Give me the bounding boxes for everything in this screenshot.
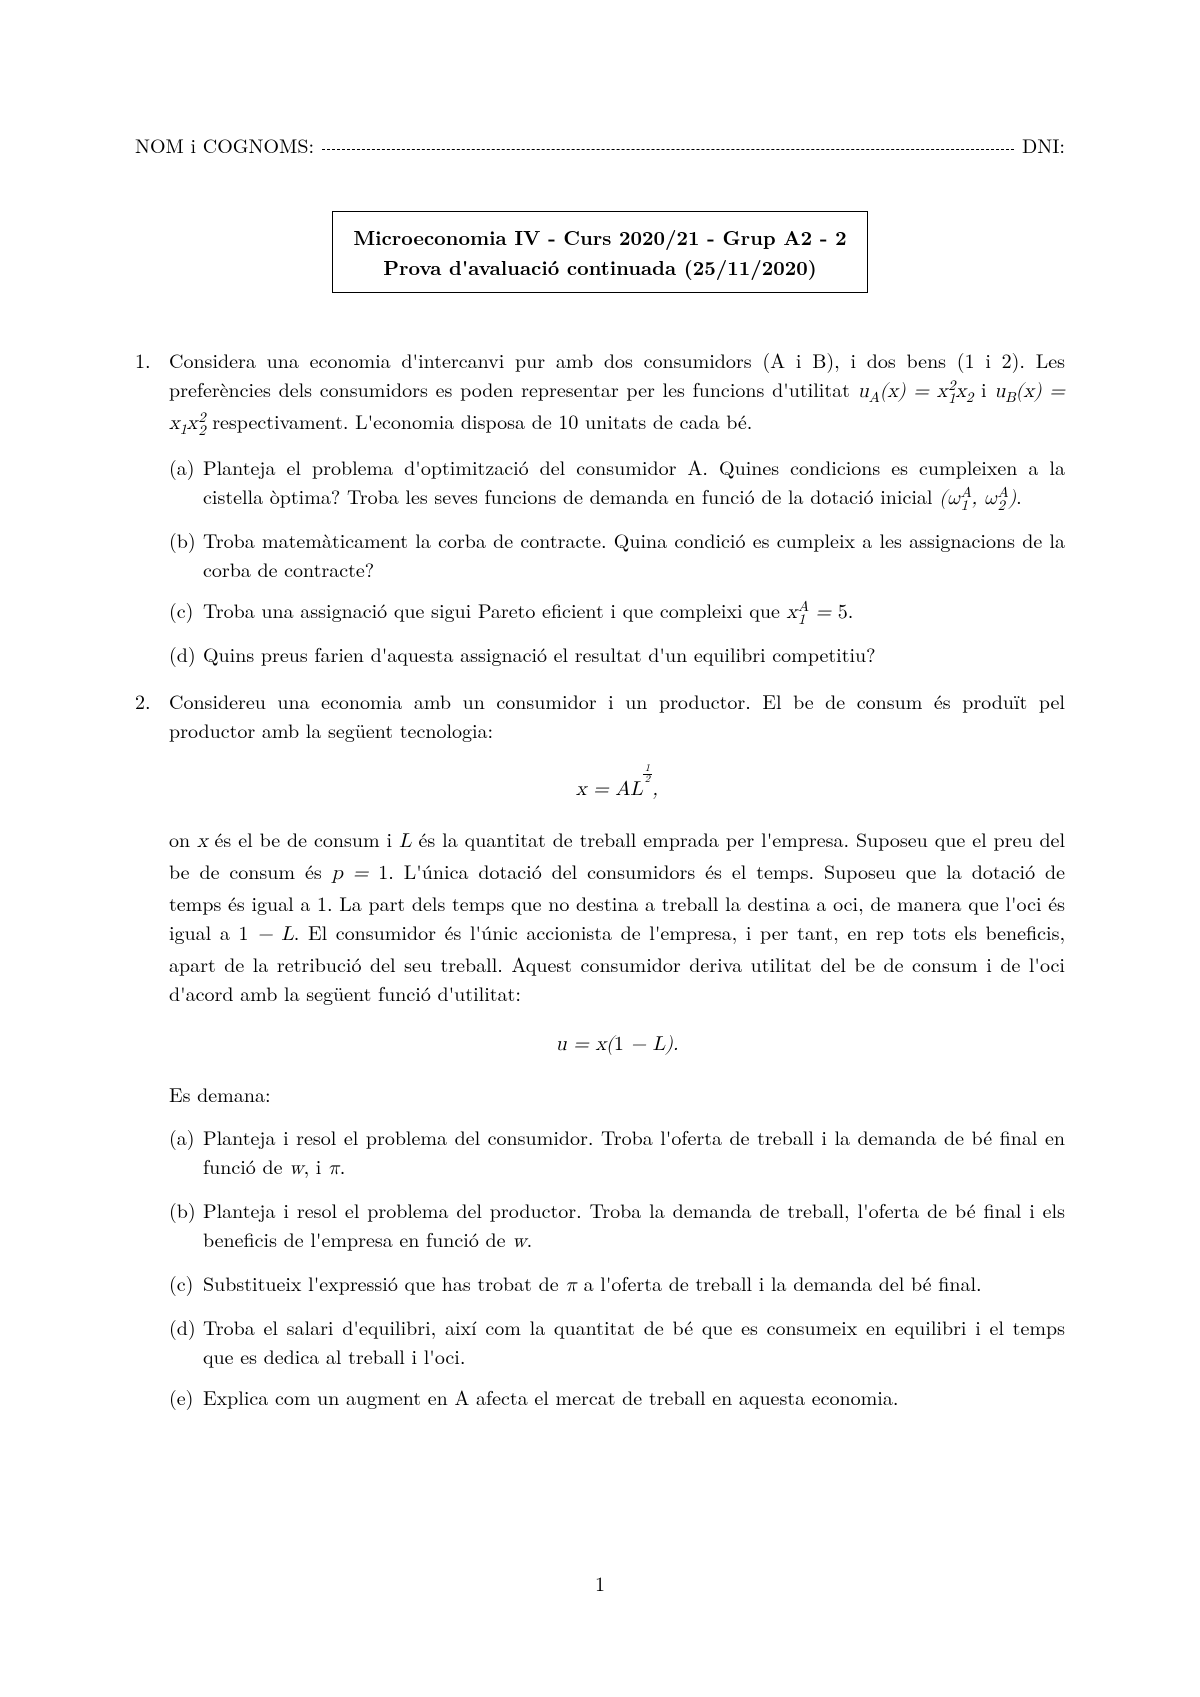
q2-e: Explica com un augment en A afecta el me… — [169, 1382, 1065, 1411]
q2-d: Troba el salari d'equilibri, així com la… — [169, 1312, 1065, 1370]
q2-a: Planteja i resol el problema del consumi… — [169, 1122, 1065, 1183]
q1-a-text: Planteja el problema d'optimització del … — [203, 452, 1065, 510]
header-row: NOM i COGNOMS: DNI: — [135, 130, 1065, 159]
q2-x: x — [197, 831, 208, 851]
q2-a-mid: , i — [304, 1151, 328, 1180]
page-number: 1 — [0, 1568, 1200, 1597]
title-line-1: Microeconomia IV - Curs 2020/21 - Grup A… — [353, 222, 846, 252]
q2-para-b: és el be de consum i — [208, 824, 399, 853]
q2-para: on x és el be de consum i L és la quanti… — [169, 824, 1065, 1007]
q1-d: Quins preus farien d'aquesta assignació … — [169, 639, 1065, 668]
q1-c-post: . — [848, 595, 854, 624]
q1-c-eq: xA1 = 5 — [786, 602, 847, 622]
q1-intro-b: i — [973, 374, 994, 403]
q2-para-e: . El consumidor és l'únic accionista de … — [169, 917, 1065, 1007]
q2-c-post: a l'oferta de treball i la demanda del b… — [577, 1268, 982, 1297]
q2-1mL: 1 − L — [239, 924, 294, 944]
q2-p: p = 1 — [332, 863, 389, 883]
q2-es-demana: Es demana: — [169, 1079, 1065, 1108]
q1-c: Troba una assignació que sigui Pareto ef… — [169, 595, 1065, 627]
q2-eq1: x = AL12, — [169, 764, 1065, 804]
q1-uA: uA(x) = x21x2 — [858, 381, 974, 401]
q2-c-pre: Substitueix l'expressió que has trobat d… — [203, 1268, 565, 1297]
name-label: NOM i COGNOMS: — [135, 130, 314, 159]
q2-eq2: u = x(1 − L). — [169, 1027, 1065, 1059]
q1-intro-c: respectivament. L'economia disposa de 10… — [206, 406, 753, 435]
q2-b-pre: Planteja i resol el problema del product… — [203, 1195, 1065, 1253]
q2-a-post: . — [340, 1151, 346, 1180]
q1-a-omega: (ωA1, ωA2) — [939, 488, 1016, 508]
q2-c-pi: π — [565, 1275, 577, 1295]
q1-b: Troba matemàticament la corba de contrac… — [169, 525, 1065, 583]
q1-intro: Considera una economia d'intercanvi pur … — [169, 345, 1065, 438]
q2-L: L — [399, 831, 412, 851]
q2-c: Substitueix l'expressió que has trobat d… — [169, 1268, 1065, 1300]
q2-a-pi: π — [328, 1158, 340, 1178]
dni-label: DNI: — [1022, 130, 1065, 159]
q2-b: Planteja i resol el problema del product… — [169, 1195, 1065, 1256]
name-blank-line — [322, 130, 1014, 150]
q2-para-a: on — [169, 824, 197, 853]
q1-a: Planteja el problema d'optimització del … — [169, 452, 1065, 513]
question-1: Considera una economia d'intercanvi pur … — [135, 345, 1065, 668]
q2-a-w: w — [289, 1158, 303, 1178]
q1-c-pre: Troba una assignació que sigui Pareto ef… — [203, 595, 786, 624]
q2-intro: Considereu una economia amb un consumido… — [169, 686, 1065, 744]
title-box: Microeconomia IV - Curs 2020/21 - Grup A… — [332, 211, 867, 293]
questions-list: Considera una economia d'intercanvi pur … — [135, 345, 1065, 1411]
q2-b-w: w — [512, 1231, 526, 1251]
question-2: Considereu una economia amb un consumido… — [135, 686, 1065, 1411]
q1-a-post: . — [1016, 481, 1022, 510]
title-line-2: Prova d'avaluació continuada (25/11/2020… — [353, 252, 846, 282]
q2-b-post: . — [527, 1224, 533, 1253]
q2-subparts: Planteja i resol el problema del consumi… — [169, 1122, 1065, 1411]
q1-subparts: Planteja el problema d'optimització del … — [169, 452, 1065, 668]
